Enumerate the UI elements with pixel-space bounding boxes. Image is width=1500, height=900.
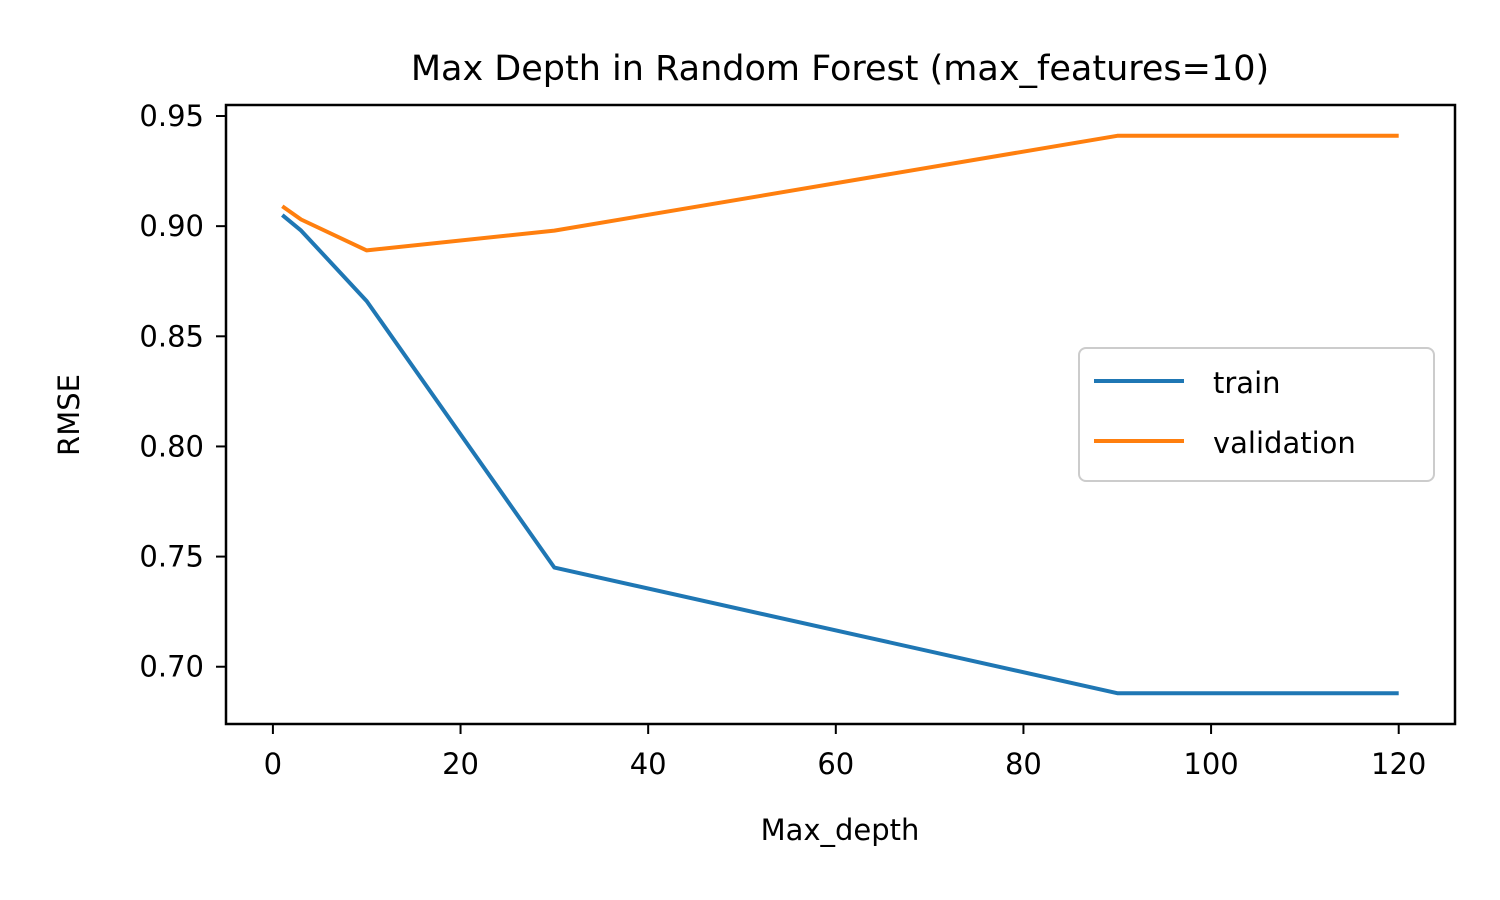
x-tick-label: 60: [817, 747, 854, 781]
y-tick-label: 0.80: [139, 429, 204, 463]
legend-label-validation: validation: [1213, 426, 1356, 460]
x-tick-label: 40: [630, 747, 667, 781]
legend: train validation: [1078, 347, 1435, 482]
chart-title: Max Depth in Random Forest (max_features…: [411, 49, 1269, 89]
x-tick-label: 20: [442, 747, 479, 781]
plot-area: [281, 133, 1399, 696]
x-tick-label: 100: [1183, 747, 1238, 781]
x-tick-label: 120: [1371, 747, 1426, 781]
axes-frame: [224, 103, 1457, 726]
x-tick-label: 0: [264, 747, 282, 781]
series-line-validation: [281, 133, 1399, 253]
series-line-train: [281, 213, 1399, 696]
y-tick-label: 0.85: [139, 319, 204, 353]
y-tick-label: 0.75: [139, 540, 204, 574]
x-tick-label: 80: [1005, 747, 1042, 781]
x-axis-label: Max_depth: [761, 813, 920, 847]
y-tick-label: 0.95: [139, 99, 204, 133]
y-axis-ticks: 0.70 0.75 0.80 0.85 0.90 0.95: [139, 99, 226, 684]
y-axis-label: RMSE: [52, 374, 86, 456]
y-tick-label: 0.90: [139, 209, 204, 243]
legend-label-train: train: [1213, 366, 1281, 400]
y-tick-label: 0.70: [139, 650, 204, 684]
x-axis-ticks: 0 20 40 60 80 100 120: [264, 724, 1426, 781]
